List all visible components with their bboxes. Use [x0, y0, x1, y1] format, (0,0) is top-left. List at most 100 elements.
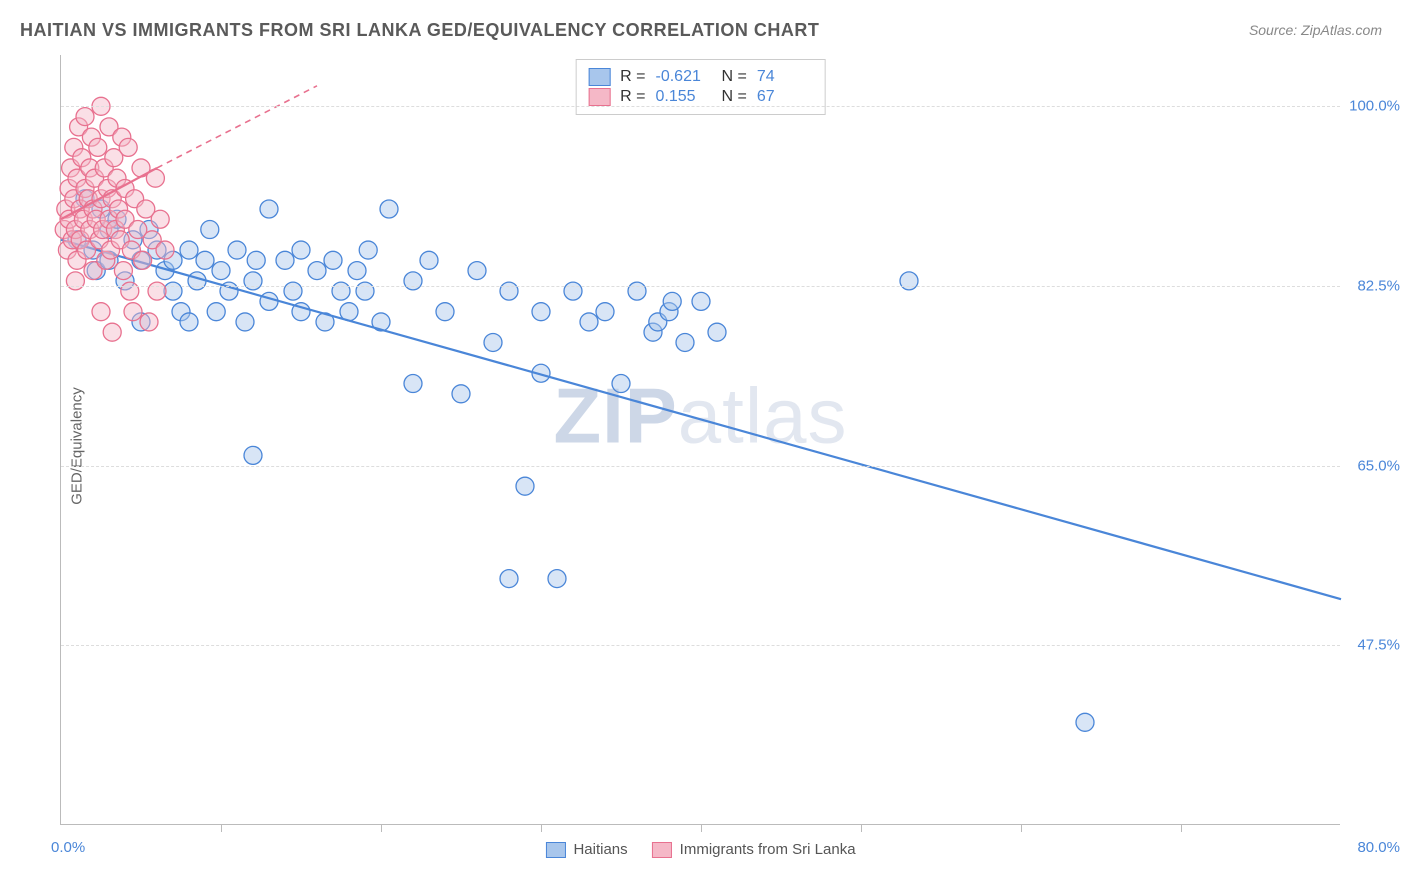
scatter-point	[404, 375, 422, 393]
scatter-point	[76, 108, 94, 126]
legend-item: Immigrants from Sri Lanka	[652, 841, 856, 858]
scatter-point	[436, 303, 454, 321]
scatter-point	[500, 282, 518, 300]
scatter-point	[356, 282, 374, 300]
scatter-point	[708, 323, 726, 341]
legend-series: Haitians Immigrants from Sri Lanka	[545, 841, 855, 858]
legend-n-label: N =	[722, 88, 747, 106]
scatter-point	[114, 262, 132, 280]
scatter-point	[420, 251, 438, 269]
gridline	[61, 466, 1340, 467]
scatter-point	[201, 221, 219, 239]
legend-n-label: N =	[722, 68, 747, 86]
scatter-point	[484, 333, 502, 351]
source-label: Source: ZipAtlas.com	[1249, 22, 1382, 38]
scatter-point	[276, 251, 294, 269]
legend-item: Haitians	[545, 841, 627, 858]
legend-swatch	[588, 68, 610, 86]
x-tick	[1021, 824, 1022, 832]
scatter-point	[244, 446, 262, 464]
x-axis-max-label: 80.0%	[1357, 839, 1400, 856]
y-tick-label: 47.5%	[1345, 637, 1400, 654]
x-axis-min-label: 0.0%	[51, 839, 85, 856]
scatter-point	[580, 313, 598, 331]
scatter-point	[900, 272, 918, 290]
scatter-point	[612, 375, 630, 393]
scatter-point	[247, 251, 265, 269]
scatter-point	[124, 303, 142, 321]
legend-label: Immigrants from Sri Lanka	[680, 841, 856, 858]
scatter-point	[532, 303, 550, 321]
scatter-point	[516, 477, 534, 495]
scatter-point	[140, 313, 158, 331]
scatter-point	[228, 241, 246, 259]
scatter-point	[468, 262, 486, 280]
scatter-point	[164, 282, 182, 300]
scatter-point	[156, 241, 174, 259]
legend-r-label: R =	[620, 88, 645, 106]
trend-line-ext	[157, 86, 317, 168]
legend-swatch	[545, 842, 565, 858]
scatter-point	[212, 262, 230, 280]
legend-corr-row: R =-0.621N =74	[588, 68, 813, 86]
scatter-point	[292, 241, 310, 259]
scatter-point	[324, 251, 342, 269]
scatter-point	[380, 200, 398, 218]
x-tick	[541, 824, 542, 832]
scatter-point	[207, 303, 225, 321]
scatter-point	[348, 262, 366, 280]
scatter-point	[119, 138, 137, 156]
x-tick	[701, 824, 702, 832]
scatter-point	[628, 282, 646, 300]
legend-corr-row: R = 0.155 N = 67	[588, 88, 813, 106]
scatter-point	[284, 282, 302, 300]
scatter-point	[180, 241, 198, 259]
scatter-point	[452, 385, 470, 403]
scatter-point	[308, 262, 326, 280]
page-title: HAITIAN VS IMMIGRANTS FROM SRI LANKA GED…	[20, 20, 819, 41]
legend-n-value: 74	[757, 68, 813, 86]
legend-label: Haitians	[573, 841, 627, 858]
legend-swatch	[652, 842, 672, 858]
scatter-point	[332, 282, 350, 300]
y-tick-label: 100.0%	[1345, 98, 1400, 115]
scatter-point	[66, 272, 84, 290]
scatter-point	[260, 200, 278, 218]
scatter-point	[180, 313, 198, 331]
scatter-point	[196, 251, 214, 269]
scatter-point	[134, 251, 152, 269]
scatter-point	[404, 272, 422, 290]
scatter-svg	[61, 55, 1340, 824]
scatter-point	[236, 313, 254, 331]
x-tick	[221, 824, 222, 832]
legend-swatch	[588, 88, 610, 106]
scatter-point	[663, 292, 681, 310]
gridline	[61, 645, 1340, 646]
scatter-point	[692, 292, 710, 310]
scatter-point	[1076, 713, 1094, 731]
gridline	[61, 106, 1340, 107]
x-tick	[381, 824, 382, 832]
legend-n-value: 67	[757, 88, 813, 106]
gridline	[61, 286, 1340, 287]
scatter-point	[121, 282, 139, 300]
legend-r-value: 0.155	[656, 88, 712, 106]
scatter-point	[244, 272, 262, 290]
scatter-point	[676, 333, 694, 351]
scatter-point	[89, 138, 107, 156]
x-tick	[861, 824, 862, 832]
scatter-point	[260, 292, 278, 310]
scatter-point	[548, 570, 566, 588]
scatter-point	[596, 303, 614, 321]
x-tick	[1181, 824, 1182, 832]
chart-area: ZIPatlas R =-0.621N =74R =0.155N =67 0.0…	[60, 55, 1340, 825]
y-tick-label: 65.0%	[1345, 457, 1400, 474]
scatter-point	[92, 303, 110, 321]
y-tick-label: 82.5%	[1345, 278, 1400, 295]
legend-r-value: -0.621	[656, 68, 712, 86]
scatter-point	[564, 282, 582, 300]
scatter-point	[103, 323, 121, 341]
scatter-point	[359, 241, 377, 259]
scatter-point	[148, 282, 166, 300]
scatter-point	[151, 210, 169, 228]
